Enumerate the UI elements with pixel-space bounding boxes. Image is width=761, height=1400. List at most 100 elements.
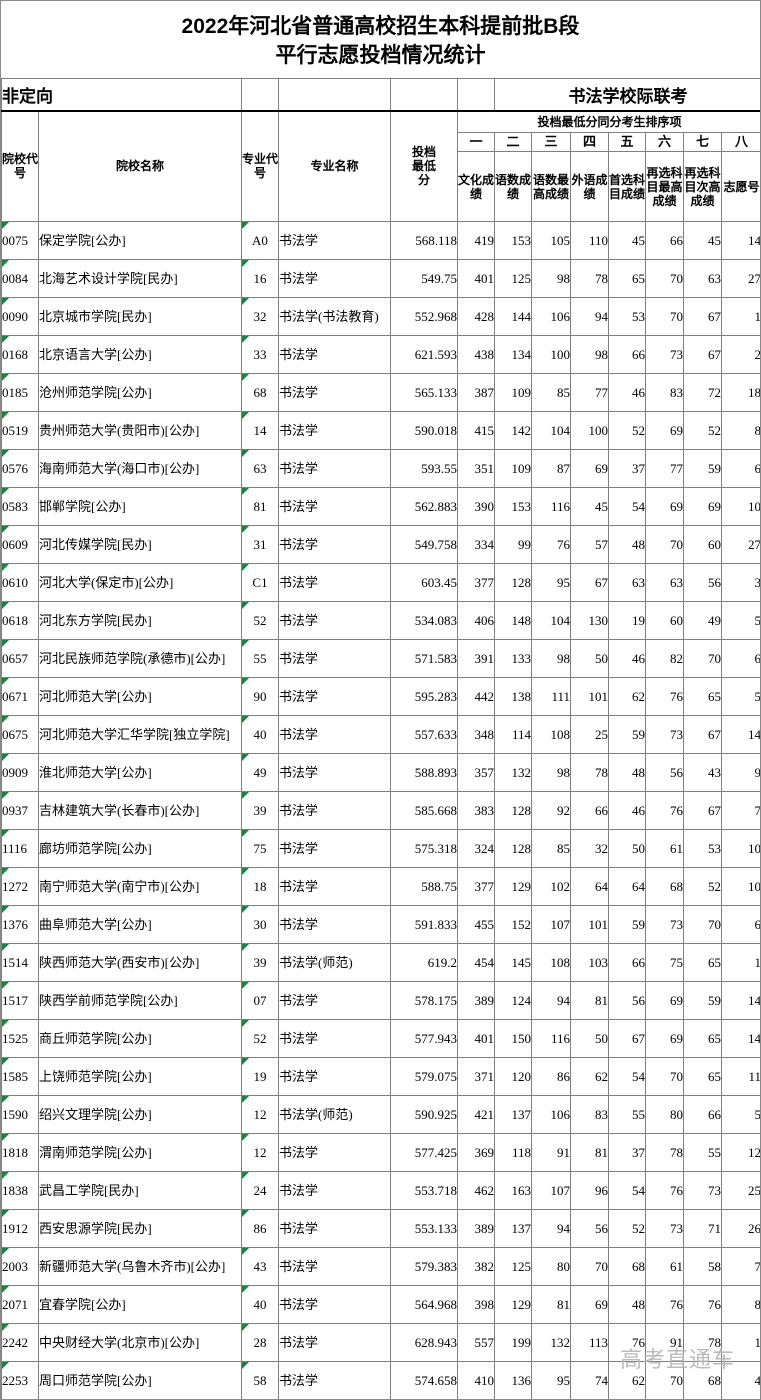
min-score-cell: 595.283 bbox=[390, 677, 458, 716]
foreign-language-score-cell: 81 bbox=[570, 981, 609, 1020]
reselect-subject-second-score-cell: 45 bbox=[683, 221, 722, 260]
college-code: 0168 bbox=[2, 346, 29, 362]
reselect-subject-max-score-cell: 70 bbox=[645, 297, 684, 336]
chinese-math-score-cell: 109 bbox=[494, 449, 532, 488]
culture-score-cell: 557 bbox=[457, 1323, 495, 1362]
first-choice-subject-score-cell: 37 bbox=[608, 1133, 646, 1172]
col-header-min-score: 投档最低分 bbox=[390, 110, 458, 222]
chinese-math-max-score-cell: 86 bbox=[531, 1057, 571, 1096]
chinese-math-max-score-cell: 81 bbox=[531, 1285, 571, 1324]
culture-score-cell: 377 bbox=[457, 867, 495, 906]
first-choice-subject-score-cell: 37 bbox=[608, 449, 646, 488]
table-row: 0937 吉林建筑大学(长春市)[公办] 39 书法学 585.668 383 … bbox=[1, 791, 760, 830]
cell-flag-icon bbox=[242, 1096, 249, 1103]
chinese-math-score-cell: 137 bbox=[494, 1209, 532, 1248]
foreign-language-score-cell: 83 bbox=[570, 1095, 609, 1134]
reselect-subject-second-score-cell: 53 bbox=[683, 829, 722, 868]
major-code-cell: 90 bbox=[241, 677, 279, 716]
cell-flag-icon bbox=[2, 298, 9, 305]
reselect-subject-max-score-cell: 61 bbox=[645, 1247, 684, 1286]
first-choice-subject-score-cell: 56 bbox=[608, 981, 646, 1020]
first-choice-subject-score-cell: 45 bbox=[608, 221, 646, 260]
table-row: 0657 河北民族师范学院(承德市)[公办] 55 书法学 571.583 39… bbox=[1, 639, 760, 678]
reselect-subject-max-score-cell: 77 bbox=[645, 449, 684, 488]
foreign-language-score-cell: 81 bbox=[570, 1133, 609, 1172]
min-score-cell: 553.718 bbox=[390, 1171, 458, 1210]
cell-flag-icon bbox=[242, 1324, 249, 1331]
preference-number-cell: 10 bbox=[720, 487, 760, 526]
cell-flag-icon bbox=[2, 602, 9, 609]
major-code: 43 bbox=[253, 1258, 267, 1274]
college-code-cell: 1525 bbox=[1, 1019, 39, 1058]
major-name-cell: 书法学 bbox=[278, 1057, 391, 1096]
culture-score-cell: 398 bbox=[457, 1285, 495, 1324]
min-score-cell: 549.758 bbox=[390, 525, 458, 564]
college-code-cell: 1838 bbox=[1, 1171, 39, 1210]
major-code: 33 bbox=[253, 346, 267, 362]
admission-table: 非定向 书法学校际联考 院校代号 院校名称 专业代号 专业名称 投档最低分 投档… bbox=[1, 78, 760, 1399]
college-name-cell: 邯郸学院[公办] bbox=[38, 487, 242, 526]
college-code-cell: 1590 bbox=[1, 1095, 39, 1134]
culture-score-cell: 421 bbox=[457, 1095, 495, 1134]
college-code: 0937 bbox=[2, 802, 29, 818]
major-code: 39 bbox=[253, 954, 267, 970]
major-code: 75 bbox=[253, 840, 267, 856]
chinese-math-max-score-cell: 85 bbox=[531, 829, 571, 868]
table-row: 1514 陕西师范大学(西安市)[公办] 39 书法学(师范) 619.2 45… bbox=[1, 943, 760, 982]
reselect-subject-max-score-cell: 82 bbox=[645, 639, 684, 678]
preference-number-cell: 1 bbox=[720, 943, 760, 982]
cell-flag-icon bbox=[242, 602, 249, 609]
reselect-subject-max-score-cell: 69 bbox=[645, 487, 684, 526]
major-code: 52 bbox=[253, 1030, 267, 1046]
college-code-cell: 0583 bbox=[1, 487, 39, 526]
college-name-cell: 宜春学院[公办] bbox=[38, 1285, 242, 1324]
cell-flag-icon bbox=[242, 678, 249, 685]
foreign-language-score-cell: 64 bbox=[570, 867, 609, 906]
chinese-math-score-cell: 109 bbox=[494, 373, 532, 412]
foreign-language-score-cell: 32 bbox=[570, 829, 609, 868]
reselect-subject-max-score-cell: 63 bbox=[645, 563, 684, 602]
cell-flag-icon bbox=[2, 982, 9, 989]
cell-flag-icon bbox=[2, 450, 9, 457]
preference-number-cell: 9 bbox=[720, 753, 760, 792]
chinese-math-max-score-cell: 80 bbox=[531, 1247, 571, 1286]
cell-flag-icon bbox=[2, 868, 9, 875]
first-choice-subject-score-cell: 48 bbox=[608, 753, 646, 792]
major-code: 12 bbox=[253, 1106, 267, 1122]
chinese-math-score-cell: 128 bbox=[494, 829, 532, 868]
college-name-cell: 保定学院[公办] bbox=[38, 221, 242, 260]
chinese-math-max-score-cell: 98 bbox=[531, 753, 571, 792]
major-code-cell: 19 bbox=[241, 1057, 279, 1096]
cell-flag-icon bbox=[2, 792, 9, 799]
major-code: 68 bbox=[253, 384, 267, 400]
reselect-subject-second-score-cell: 43 bbox=[683, 753, 722, 792]
major-code-cell: 63 bbox=[241, 449, 279, 488]
reselect-subject-max-score-cell: 73 bbox=[645, 335, 684, 374]
foreign-language-score-cell: 69 bbox=[570, 449, 609, 488]
reselect-subject-second-score-cell: 67 bbox=[683, 297, 722, 336]
cell-flag-icon bbox=[242, 716, 249, 723]
ordinal-header-6: 六 bbox=[645, 132, 684, 152]
chinese-math-score-cell: 145 bbox=[494, 943, 532, 982]
college-code: 0609 bbox=[2, 536, 29, 552]
preference-number-cell: 12 bbox=[720, 1133, 760, 1172]
major-name-cell: 书法学 bbox=[278, 905, 391, 944]
major-code-cell: 86 bbox=[241, 1209, 279, 1248]
first-choice-subject-score-cell: 48 bbox=[608, 525, 646, 564]
section-empty-cell bbox=[457, 78, 495, 112]
first-choice-subject-score-cell: 64 bbox=[608, 867, 646, 906]
culture-score-cell: 410 bbox=[457, 1361, 495, 1399]
chinese-math-score-cell: 99 bbox=[494, 525, 532, 564]
major-code: A0 bbox=[252, 232, 268, 248]
cell-flag-icon bbox=[2, 260, 9, 267]
first-choice-subject-score-cell: 52 bbox=[608, 1209, 646, 1248]
culture-score-cell: 387 bbox=[457, 373, 495, 412]
cell-flag-icon bbox=[242, 640, 249, 647]
college-code-cell: 0937 bbox=[1, 791, 39, 830]
min-score-cell: 571.583 bbox=[390, 639, 458, 678]
cell-flag-icon bbox=[2, 564, 9, 571]
first-choice-subject-score-cell: 46 bbox=[608, 373, 646, 412]
college-code-cell: 1818 bbox=[1, 1133, 39, 1172]
culture-score-cell: 371 bbox=[457, 1057, 495, 1096]
cell-flag-icon bbox=[242, 1286, 249, 1293]
